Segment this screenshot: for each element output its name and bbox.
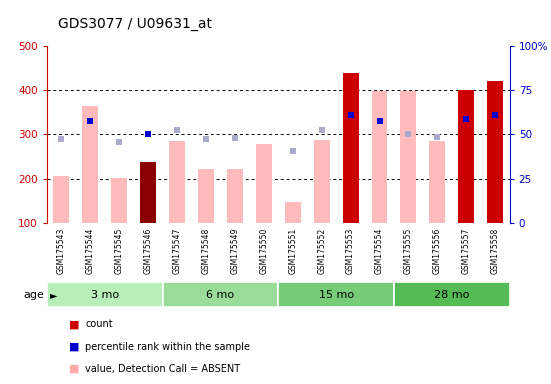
Text: GSM175546: GSM175546 [144,227,153,274]
Text: 6 mo: 6 mo [206,290,235,300]
Text: GSM175547: GSM175547 [172,227,181,274]
Text: percentile rank within the sample: percentile rank within the sample [85,342,250,352]
Bar [285,202,301,223]
Text: GSM175544: GSM175544 [86,227,95,274]
Bar [394,282,510,307]
Bar [278,282,394,307]
Text: age: age [23,290,44,300]
Text: 3 mo: 3 mo [90,290,119,300]
Text: GSM175556: GSM175556 [433,227,442,274]
Bar [111,178,127,223]
Text: GDS3077 / U09631_at: GDS3077 / U09631_at [58,17,212,31]
Bar [343,73,359,223]
Bar [256,144,272,223]
Text: GSM175557: GSM175557 [462,227,471,274]
Text: GSM175554: GSM175554 [375,227,384,274]
Bar [314,140,329,223]
Text: ■: ■ [69,364,79,374]
Bar [53,176,69,223]
Bar [140,162,156,223]
Bar [47,282,163,307]
Bar [227,169,243,223]
Text: GSM175555: GSM175555 [404,227,413,274]
Text: GSM175549: GSM175549 [230,227,239,274]
Text: count: count [85,319,113,329]
Text: 15 mo: 15 mo [318,290,354,300]
Text: GSM175550: GSM175550 [260,227,268,274]
Text: GSM175553: GSM175553 [346,227,355,274]
Text: GSM175551: GSM175551 [288,227,297,274]
Bar [487,81,503,223]
Text: value, Detection Call = ABSENT: value, Detection Call = ABSENT [85,364,241,374]
Bar [169,141,185,223]
Text: 28 mo: 28 mo [434,290,469,300]
Bar [163,282,278,307]
Bar [458,90,474,223]
Text: ►: ► [50,290,57,300]
Text: GSM175552: GSM175552 [317,227,326,274]
Bar [429,141,445,223]
Bar [401,91,417,223]
Text: GSM175545: GSM175545 [115,227,123,274]
Bar [82,106,98,223]
Text: ■: ■ [69,342,79,352]
Text: ■: ■ [69,319,79,329]
Bar [371,91,387,223]
Text: GSM175548: GSM175548 [202,227,210,274]
Text: GSM175558: GSM175558 [491,227,500,274]
Bar [198,169,214,223]
Text: GSM175543: GSM175543 [57,227,66,274]
